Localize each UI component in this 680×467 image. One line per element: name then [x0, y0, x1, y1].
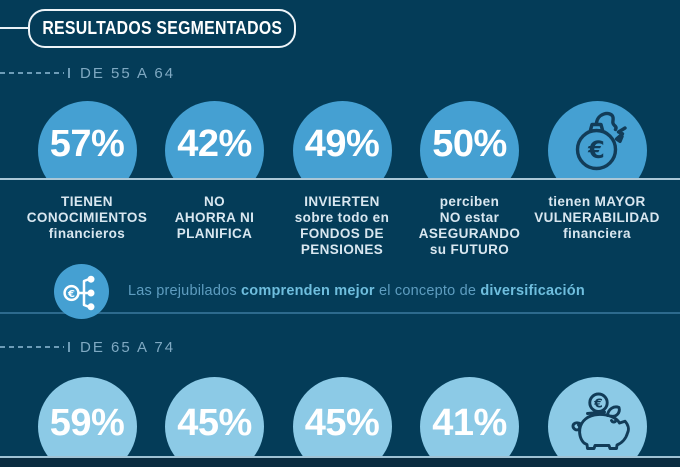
dash-end-tick: [68, 342, 70, 352]
callout-segment: el concepto de: [374, 283, 481, 299]
age-header-55-64: DE 55 A 64: [0, 63, 680, 83]
stat-value: 57%: [49, 123, 125, 165]
stat-label: NO AHORRA NI PLANIFICA: [174, 194, 255, 241]
stat-circle: 49%: [292, 101, 392, 178]
stat-value: 49%: [304, 123, 380, 165]
stat-circle: 45%: [292, 377, 392, 456]
stat-circle: 50%: [420, 101, 519, 178]
stat-value: 45%: [304, 402, 380, 444]
stat-row-55-64: 57% 42% 49% 50% €: [0, 101, 680, 178]
section-divider-middle: [0, 312, 680, 314]
svg-text:€: €: [587, 136, 605, 164]
stat-circle: 45%: [165, 377, 264, 456]
stat-circle: €: [547, 101, 647, 178]
title-connector-line: [0, 27, 29, 29]
stat-label: tienen MAYOR VULNERABILIDAD financiera: [534, 194, 660, 241]
stat-circle: 59%: [37, 377, 137, 456]
stat-label: perciben NO estar ASEGURANDO su FUTURO: [418, 194, 521, 257]
callout-segment-bold: comprenden mejor: [241, 283, 375, 299]
piggy-bank-euro-icon: €: [548, 377, 647, 456]
stat-value: 45%: [177, 402, 252, 444]
page-title: RESULTADOS SEGMENTADOS: [42, 18, 282, 38]
stat-circle: 42%: [165, 101, 264, 178]
age-range-label: DE 55 A 64: [80, 65, 176, 82]
callout-segment: Las prejubilados: [128, 283, 242, 299]
dashed-line: [0, 346, 64, 348]
dashed-line: [0, 72, 64, 74]
stat-circle: €: [547, 377, 647, 456]
stat-label: TIENEN CONOCIMIENTOS financieros: [26, 194, 148, 241]
stat-circle: 41%: [420, 377, 519, 456]
stat-row-65-74: 59% 45% 45% 41% €: [0, 377, 680, 456]
callout-sentence: Las prejubilados comprenden mejor el con…: [128, 283, 585, 299]
stat-value: 50%: [432, 123, 507, 165]
svg-text:€: €: [593, 395, 603, 410]
stat-value: 59%: [49, 402, 125, 444]
stat-circle: 57%: [37, 101, 137, 178]
svg-text:€: €: [67, 289, 75, 300]
euro-bomb-icon: €: [548, 101, 647, 178]
stat-label: INVIERTEN sobre todo en FONDOS DE PENSIO…: [294, 194, 390, 257]
bottom-bar: [0, 456, 680, 467]
stat-value: 42%: [177, 123, 252, 165]
title-box: RESULTADOS SEGMENTADOS: [28, 9, 296, 48]
age-range-label: DE 65 A 74: [80, 339, 176, 356]
dash-end-tick: [68, 68, 70, 78]
stat-value: 41%: [432, 402, 507, 444]
age-header-65-74: DE 65 A 74: [0, 337, 680, 357]
diversification-icon: €: [54, 264, 109, 319]
section-divider-top: [0, 178, 680, 180]
callout-segment-bold: diversificación: [480, 283, 585, 299]
